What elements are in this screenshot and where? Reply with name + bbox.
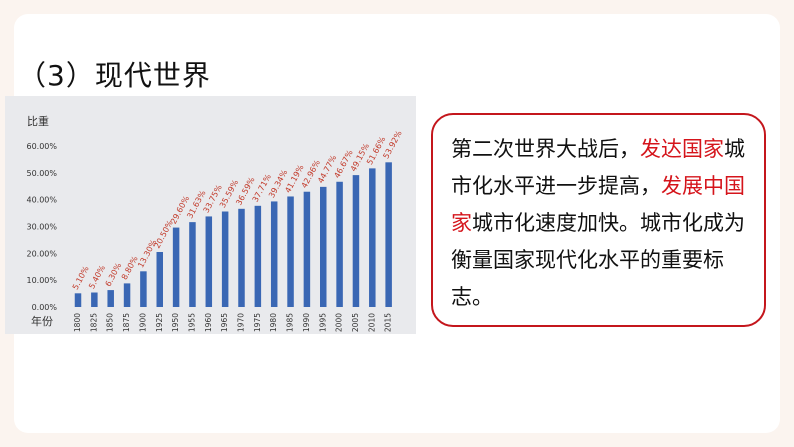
section-heading: （3）现代世界: [18, 59, 211, 92]
bar: [303, 191, 311, 307]
x-tick-label: 1875: [122, 313, 131, 332]
x-tick-label: 1850: [106, 313, 115, 332]
bar: [189, 222, 196, 307]
x-tick-label: 1965: [220, 313, 229, 332]
x-tick-label: 1825: [89, 313, 98, 332]
bar: [352, 175, 360, 307]
bar: [270, 201, 278, 307]
y-tick-label: 0.00%: [32, 303, 58, 312]
chart-svg: 比重 年份 0.00% 10.00% 20.00% 30.00% 40.00% 50.00…: [5, 96, 416, 334]
x-tick-label: 2010: [367, 313, 376, 332]
x-tick-label: 1995: [318, 313, 327, 332]
y-tick-labels: 0.00% 10.00% 20.00% 30.00% 40.00% 50.00% 60.00…: [26, 142, 57, 312]
y-tick-label: 60.00%: [26, 142, 57, 151]
y-axis-label: 比重: [27, 114, 49, 128]
x-tick-label: 1970: [237, 313, 246, 332]
callout-text-part3: 城市化速度加快。城市化成为衡量国家现代化水平的重要标志。: [451, 211, 745, 309]
bar: [221, 211, 229, 307]
highlight-developed-countries: 发达国家: [640, 137, 724, 161]
bar-series: [74, 162, 392, 307]
x-tick-label: 1950: [171, 313, 180, 332]
bar: [107, 290, 114, 307]
bar: [336, 181, 343, 307]
bar: [205, 216, 213, 307]
y-tick-label: 20.00%: [26, 249, 57, 258]
bar: [140, 271, 147, 307]
callout-text-part1: 第二次世界大战后，: [451, 137, 640, 161]
bar: [172, 227, 180, 307]
bar: [254, 205, 262, 307]
x-tick-label: 1960: [204, 313, 213, 332]
callout-text-part2: 城市化水平进一步提高，: [451, 137, 745, 198]
y-tick-label: 50.00%: [26, 169, 57, 178]
bar: [320, 186, 327, 307]
x-tick-label: 1980: [269, 313, 278, 332]
x-tick-label: 1985: [286, 313, 295, 332]
x-tick-label: 1925: [155, 313, 164, 332]
bar: [74, 293, 82, 307]
bar: [369, 168, 376, 307]
x-tick-label: 2005: [351, 313, 360, 332]
bar: [238, 208, 245, 307]
x-tick-label: 1800: [73, 313, 82, 332]
bar: [91, 292, 98, 307]
x-tick-label: 1955: [187, 313, 196, 332]
bar: [156, 251, 163, 307]
bar: [385, 162, 392, 307]
callout-text: 第二次世界大战后，发达国家城市化水平进一步提高，发展中国家城市化速度加快。城市化…: [451, 131, 750, 316]
highlight-developing-countries: 发展中国家: [451, 174, 745, 235]
x-tick-label: 2000: [335, 313, 344, 332]
x-axis-label: 年份: [31, 314, 53, 328]
y-tick-label: 10.00%: [26, 276, 57, 285]
bar: [123, 283, 131, 307]
x-tick-label: 1990: [302, 313, 311, 332]
bar: [287, 196, 294, 307]
y-tick-label: 30.00%: [26, 223, 57, 232]
x-tick-label: 2015: [384, 313, 393, 332]
explanation-callout: 第二次世界大战后，发达国家城市化水平进一步提高，发展中国家城市化速度加快。城市化…: [431, 113, 766, 327]
x-tick-labels: 1800 1825 1850 1875 1900 1925 1950 1955 1960 1965…: [73, 313, 393, 332]
urbanization-chart: 比重 年份 0.00% 10.00% 20.00% 30.00% 40.00% 50.00…: [5, 96, 416, 334]
x-tick-label: 1975: [253, 313, 262, 332]
y-tick-label: 40.00%: [26, 196, 57, 205]
x-tick-label: 1900: [138, 313, 147, 332]
